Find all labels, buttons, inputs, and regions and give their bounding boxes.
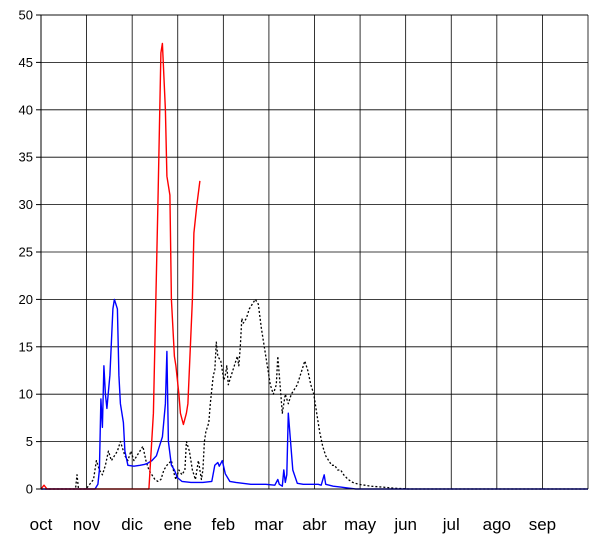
series-line-red — [40, 42, 201, 490]
y-tick-label: 0 — [26, 482, 33, 497]
x-tick-label: mar — [254, 515, 284, 534]
x-tick-label: feb — [212, 515, 236, 534]
axes — [36, 14, 589, 490]
y-tick-label: 5 — [26, 434, 33, 449]
x-tick-label: abr — [302, 515, 327, 534]
y-tick-label: 20 — [19, 292, 33, 307]
series-line-black-dotted — [41, 298, 588, 490]
grid-lines — [41, 14, 588, 489]
x-tick-label: dic — [121, 515, 143, 534]
x-tick-label: jul — [442, 515, 460, 534]
x-tick-label: ene — [164, 515, 192, 534]
y-tick-labels: 0 5 10 15 20 25 30 35 40 45 50 — [19, 8, 33, 497]
y-tick-label: 15 — [19, 339, 33, 354]
x-tick-label: oct — [30, 515, 53, 534]
x-tick-label: nov — [73, 515, 101, 534]
x-tick-label: jun — [393, 515, 417, 534]
y-tick-label: 50 — [19, 8, 33, 23]
series-line-blue — [41, 298, 588, 490]
y-tick-label: 30 — [19, 197, 33, 212]
y-tick-label: 45 — [19, 55, 33, 70]
x-tick-label: may — [344, 515, 377, 534]
x-tick-label: sep — [529, 515, 556, 534]
y-tick-label: 35 — [19, 150, 33, 165]
x-tick-label: ago — [483, 515, 511, 534]
y-tick-label: 25 — [19, 245, 33, 260]
y-tick-label: 10 — [19, 387, 33, 402]
x-tick-labels: oct nov dic ene feb mar abr may jun jul ago sep — [30, 515, 556, 534]
y-tick-label: 40 — [19, 102, 33, 117]
